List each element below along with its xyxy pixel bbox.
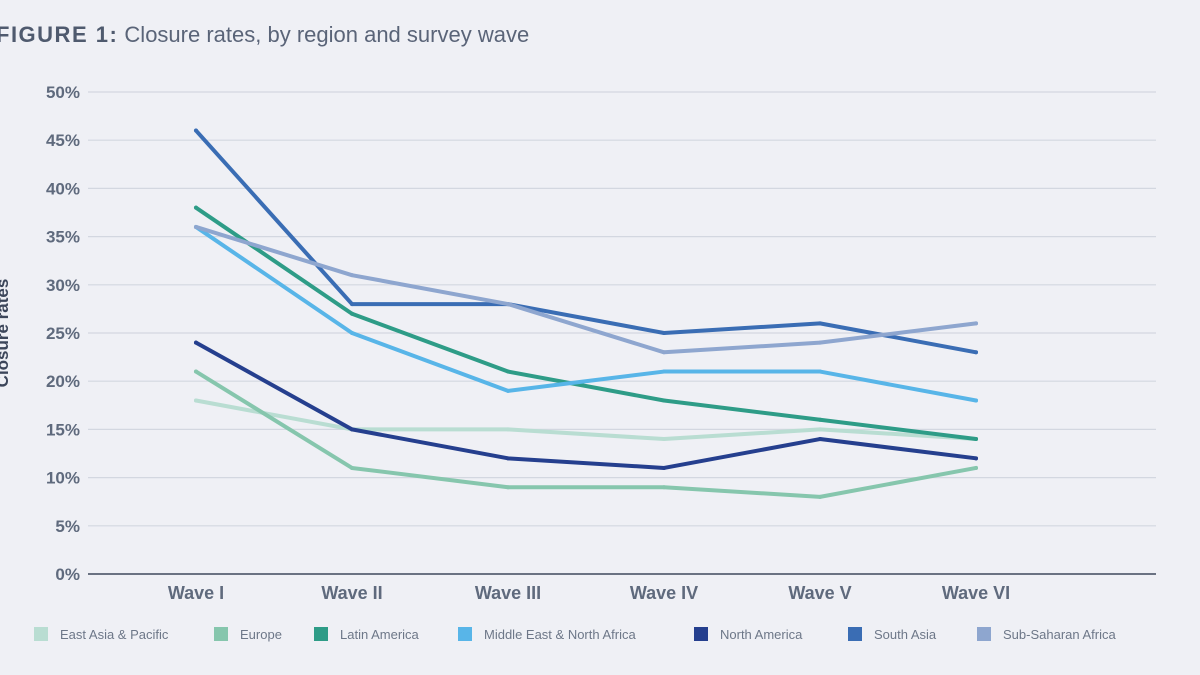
data-point — [350, 302, 354, 307]
chart-title: FIGURE 1: Closure rates, by region and s… — [0, 22, 529, 48]
legend-label: South Asia — [874, 627, 937, 642]
series-line — [194, 224, 978, 403]
data-point — [974, 398, 978, 403]
data-point — [662, 369, 666, 374]
series-2 — [194, 205, 978, 442]
legend-item: South Asia — [848, 627, 937, 642]
legend-label: East Asia & Pacific — [60, 627, 169, 642]
data-point — [350, 311, 354, 316]
data-point — [194, 398, 198, 403]
series-line — [194, 369, 978, 499]
y-tick-label: 45% — [46, 131, 80, 150]
legend-swatch — [214, 627, 228, 641]
data-point — [506, 302, 510, 307]
legend-item: East Asia & Pacific — [34, 627, 169, 642]
y-axis-label: Closure rates — [0, 279, 12, 388]
data-point — [506, 388, 510, 393]
legend-item: Latin America — [314, 627, 420, 642]
data-point — [818, 369, 822, 374]
data-point — [350, 273, 354, 278]
y-tick-label: 25% — [46, 324, 80, 343]
series-line — [194, 128, 978, 355]
figure-label: FIGURE 1: — [0, 22, 119, 47]
legend-item: Middle East & North Africa — [458, 627, 636, 642]
y-tick-label: 5% — [55, 517, 80, 536]
data-point — [662, 485, 666, 490]
y-tick-label: 20% — [46, 372, 80, 391]
y-axis-ticks: 0% 5% 10% 15% 20% 25% 30% 35% 40% 45% 50% — [46, 83, 80, 584]
y-tick-label: 35% — [46, 228, 80, 247]
series-layer — [194, 128, 978, 499]
data-point — [350, 331, 354, 335]
data-point — [974, 456, 978, 461]
legend-item: Sub-Saharan Africa — [977, 627, 1117, 642]
legend-swatch — [977, 627, 991, 641]
legend-swatch — [694, 627, 708, 641]
x-tick-label: Wave I — [168, 583, 224, 603]
data-point — [818, 340, 822, 345]
data-point — [818, 437, 822, 442]
data-point — [818, 494, 822, 499]
legend-label: Europe — [240, 627, 282, 642]
grid-layer — [88, 91, 1156, 575]
legend-swatch — [34, 627, 48, 641]
x-tick-label: Wave V — [788, 583, 851, 603]
legend-label: North America — [720, 627, 803, 642]
data-point — [506, 427, 510, 432]
y-tick-label: 40% — [46, 179, 80, 198]
series-line — [194, 205, 978, 442]
legend-swatch — [848, 627, 862, 641]
series-3 — [194, 224, 978, 403]
data-point — [350, 465, 354, 470]
series-1 — [194, 369, 978, 499]
data-point — [194, 128, 198, 133]
data-point — [194, 340, 198, 345]
series-line — [194, 398, 978, 442]
legend-label: Latin America — [340, 627, 420, 642]
data-point — [350, 427, 354, 432]
series-line — [194, 340, 978, 470]
series-4 — [194, 340, 978, 470]
data-point — [818, 427, 822, 432]
y-tick-label: 30% — [46, 276, 80, 295]
legend-label: Sub-Saharan Africa — [1003, 627, 1117, 642]
data-point — [974, 350, 978, 355]
legend-item: North America — [694, 627, 803, 642]
data-point — [506, 456, 510, 461]
data-point — [194, 224, 198, 229]
y-tick-label: 10% — [46, 469, 80, 488]
data-point — [818, 321, 822, 326]
data-point — [194, 205, 198, 210]
series-6 — [194, 224, 978, 355]
x-tick-label: Wave IV — [630, 583, 698, 603]
y-tick-label: 50% — [46, 83, 80, 102]
chart-title-text: Closure rates, by region and survey wave — [124, 22, 530, 47]
data-point — [506, 485, 510, 490]
x-tick-label: Wave III — [475, 583, 541, 603]
legend-swatch — [314, 627, 328, 641]
y-tick-label: 15% — [46, 420, 80, 439]
data-point — [506, 369, 510, 374]
legend-item: Europe — [214, 627, 282, 642]
data-point — [662, 398, 666, 403]
series-line — [194, 224, 978, 355]
data-point — [194, 369, 198, 374]
x-tick-label: Wave II — [321, 583, 382, 603]
data-point — [662, 331, 666, 335]
series-5 — [194, 128, 978, 355]
legend-swatch — [458, 627, 472, 641]
data-point — [662, 350, 666, 355]
data-point — [974, 437, 978, 442]
y-tick-label: 0% — [55, 565, 80, 584]
x-tick-label: Wave VI — [942, 583, 1010, 603]
data-point — [974, 465, 978, 470]
x-axis-ticks: Wave I Wave II Wave III Wave IV Wave V Wave V… — [168, 583, 1010, 603]
data-point — [818, 417, 822, 422]
data-point — [662, 465, 666, 470]
data-point — [974, 321, 978, 326]
data-point — [662, 437, 666, 442]
legend: East Asia & Pacific Europe Latin America Mi… — [34, 627, 1117, 642]
legend-label: Middle East & North Africa — [484, 627, 636, 642]
